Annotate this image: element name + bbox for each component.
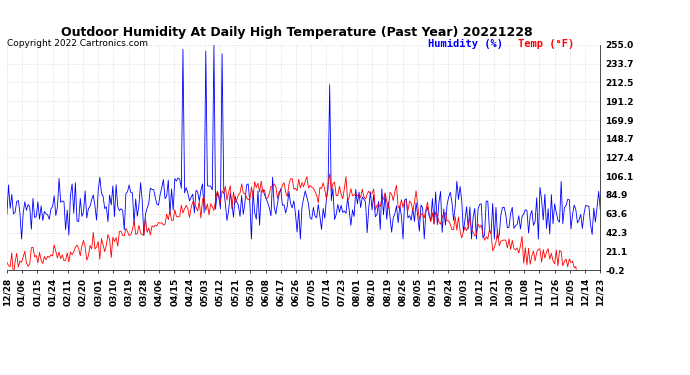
Text: Humidity (%): Humidity (%) (428, 39, 503, 50)
Text: Copyright 2022 Cartronics.com: Copyright 2022 Cartronics.com (7, 39, 148, 48)
Text: Outdoor Humidity At Daily High Temperature (Past Year) 20221228: Outdoor Humidity At Daily High Temperatu… (61, 26, 533, 39)
Text: Temp (°F): Temp (°F) (518, 39, 574, 50)
